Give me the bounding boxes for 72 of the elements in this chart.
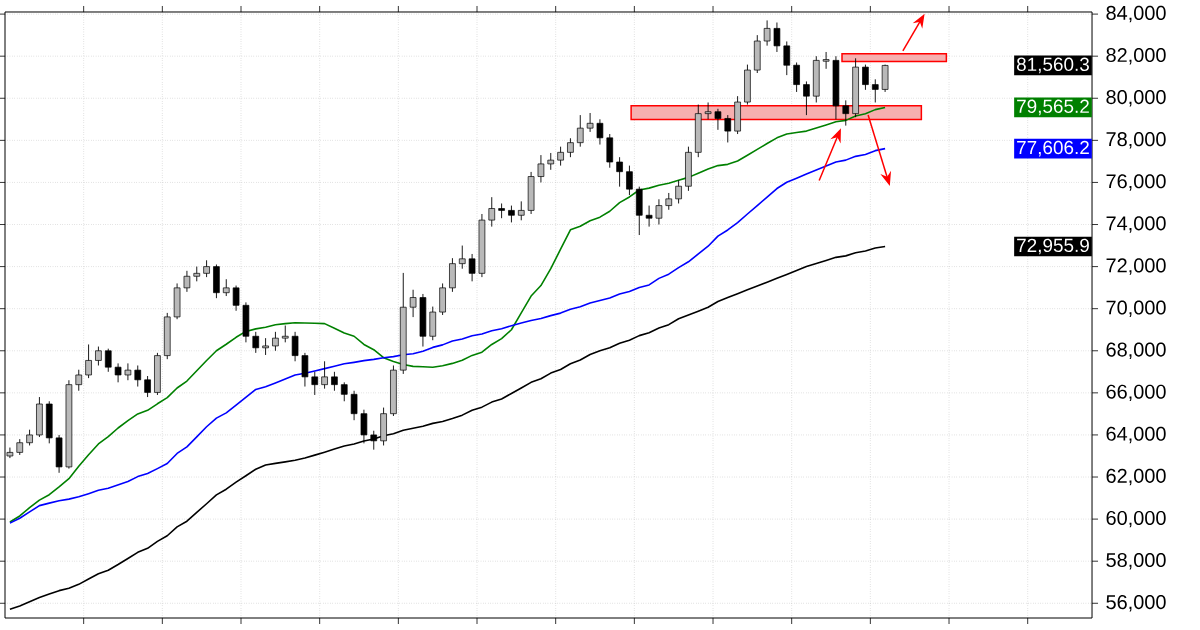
text: 77,606.2: [1017, 140, 1089, 157]
candlestick: [321, 360, 328, 390]
candlestick: [714, 108, 722, 131]
candlestick: [655, 198, 663, 225]
candlestick: [75, 369, 83, 392]
text: 79,565.2: [1017, 99, 1089, 116]
candlestick: [596, 118, 604, 145]
y-tick-label: 68,000: [1106, 342, 1166, 359]
candlestick: [370, 430, 378, 451]
candlestick: [576, 114, 584, 148]
y-tick-label: 62,000: [1106, 468, 1166, 486]
candlestick: [773, 22, 781, 53]
candlestick: [134, 365, 142, 387]
candlestick: [626, 165, 633, 196]
y-tick-label: 80,000: [1106, 90, 1166, 107]
y-tick-label: 60,000: [1106, 510, 1166, 528]
candlestick: [409, 289, 417, 318]
candlestick: [468, 253, 476, 282]
candlestick: [822, 51, 830, 70]
y-tick-label: 56,000: [1106, 595, 1166, 612]
candlestick: [458, 245, 466, 270]
candlestick: [272, 331, 279, 352]
candlestick: [704, 102, 712, 120]
text: 81,560.3: [1016, 57, 1089, 74]
candlestick: [557, 146, 564, 167]
candlestick: [724, 114, 732, 143]
candlestick: [360, 409, 368, 444]
candlestick: [871, 78, 879, 103]
y-tick-label: 84,000: [1106, 5, 1166, 23]
candlestick: [783, 41, 791, 76]
y-tick-label: 58,000: [1106, 552, 1166, 570]
candlestick: [291, 331, 299, 362]
y-tick-label: 64,000: [1106, 426, 1166, 444]
candlestick: [183, 270, 191, 293]
candlestick: [340, 381, 348, 402]
candlestick: [301, 352, 309, 387]
line-series: [9, 245, 886, 610]
y-tick-label: 78,000: [1106, 132, 1166, 149]
y-tick-label: 72,000: [1106, 258, 1166, 275]
text: 72,955.9: [1017, 238, 1089, 255]
candlestick: [862, 64, 869, 91]
candlestick: [85, 344, 92, 379]
y-tick-label: 66,000: [1106, 384, 1166, 402]
candlestick: [675, 179, 682, 204]
candlestick: [645, 205, 653, 228]
candlestick: [95, 346, 102, 366]
candlestick: [537, 154, 545, 183]
candlestick: [232, 285, 240, 312]
candlestick: [311, 371, 319, 396]
candlestick: [104, 348, 112, 373]
candlestick: [114, 362, 122, 383]
candlestick: [262, 337, 269, 356]
candlestick: [586, 112, 594, 133]
candlestick: [803, 80, 810, 116]
candlestick: [488, 196, 496, 228]
candlestick: [331, 371, 338, 392]
candlestick: [616, 156, 623, 188]
candlestick: [842, 99, 850, 127]
candlestick: [763, 19, 771, 47]
candlestick: [881, 64, 889, 93]
candlestick: [517, 200, 525, 221]
candlestick: [567, 137, 574, 158]
y-tick-label: 70,000: [1106, 300, 1166, 317]
candlestick: [252, 331, 260, 354]
candlestick: [350, 390, 358, 421]
y-tick-label: 76,000: [1106, 174, 1166, 191]
candlestick: [498, 203, 505, 219]
y-tick-label: 74,000: [1106, 216, 1166, 233]
candlestick: [124, 362, 132, 381]
candlestick: [144, 375, 151, 398]
y-tick-label: 82,000: [1106, 47, 1166, 65]
candlestick: [793, 62, 800, 93]
